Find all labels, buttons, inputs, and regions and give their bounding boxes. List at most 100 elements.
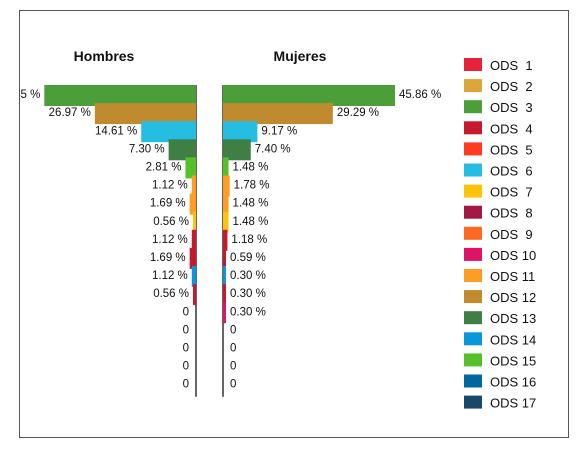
hombres-bar — [44, 85, 196, 106]
mujeres-value-label: 0 — [230, 361, 236, 373]
hombres-header: Hombres — [74, 48, 135, 64]
hombres-value-label: 1.69 % — [150, 198, 186, 210]
hombres-value-label: 0.56 % — [153, 288, 189, 300]
legend-swatch — [464, 142, 482, 156]
legend-label: ODS 17 — [490, 396, 536, 411]
legend: ODS 1 ODS 2 ODS 3 ODS 4 ODS 5 ODS 6 ODS 7 ODS 8… — [464, 58, 536, 411]
mujeres-value-label: 0.59 % — [230, 252, 266, 264]
legend-label: ODS 3 — [490, 100, 533, 115]
legend-label: ODS 1 — [490, 58, 533, 73]
hombres-bar — [193, 211, 196, 233]
hombres-value-label: 1.12 % — [152, 270, 188, 282]
mujeres-bar — [223, 266, 226, 287]
mujeres-value-label: 0.30 % — [230, 288, 266, 300]
mujeres-bar — [223, 103, 333, 125]
legend-swatch — [464, 395, 482, 409]
mujeres-value-label: 7.40 % — [255, 143, 291, 155]
legend-label: ODS 11 — [490, 269, 535, 284]
legend-label: ODS 16 — [490, 375, 536, 390]
legend-label: ODS 7 — [490, 185, 533, 200]
mujeres-bar — [223, 193, 229, 215]
hombres-value-label: 0 — [183, 379, 189, 391]
hombres-value-label: 0 — [183, 306, 189, 318]
hombres-bar — [168, 139, 196, 161]
mujeres-bar — [223, 302, 226, 324]
hombres-bar — [141, 121, 196, 143]
legend-swatch — [464, 247, 482, 261]
mujeres-bar — [223, 175, 230, 197]
legend-swatch — [464, 163, 482, 177]
mujeres-value-label: 1.78 % — [234, 180, 270, 192]
hombres-value-label: 14.61 % — [95, 125, 137, 137]
mujeres-bar — [223, 121, 258, 143]
hombres-value-label: 1.69 % — [150, 252, 186, 264]
mujeres-value-label: 45.86 % — [399, 89, 441, 101]
legend-swatch — [464, 290, 482, 304]
legend-swatch — [464, 311, 482, 325]
mujeres-bars: 45.86 % 29.29 % 9.17 % 7.40 % 1.48 % 1.78 % 1.… — [222, 85, 441, 397]
hombres-value-label: 40.45 % — [20, 89, 40, 101]
legend-swatch — [464, 79, 482, 93]
mujeres-bar — [223, 139, 251, 161]
legend-swatch — [464, 332, 482, 346]
hombres-value-label: 0 — [183, 342, 189, 354]
hombres-value-label: 1.12 % — [152, 234, 188, 246]
legend-swatch — [464, 205, 482, 219]
mujeres-value-label: 1.18 % — [231, 234, 267, 246]
legend-swatch — [464, 58, 482, 71]
legend-label: ODS 9 — [490, 227, 533, 242]
legend-swatch — [464, 353, 482, 367]
hombres-value-label: 0 — [183, 361, 189, 373]
legend-swatch — [464, 184, 482, 198]
hombres-bar — [94, 103, 196, 125]
mujeres-bar — [223, 157, 229, 179]
hombres-bar — [189, 193, 196, 215]
population-pyramid-chart: Hombres Mujeres 40.45 % 26.97 % 14.61 % 7.3… — [20, 48, 536, 411]
legend-swatch — [464, 269, 482, 282]
legend-label: ODS 8 — [490, 206, 533, 221]
mujeres-value-label: 0 — [230, 379, 236, 391]
hombres-value-label: 0 — [183, 324, 189, 336]
legend-label: ODS 4 — [490, 121, 533, 136]
mujeres-bar — [223, 247, 226, 269]
legend-label: ODS 15 — [490, 353, 536, 368]
hombres-value-label: 2.81 % — [146, 161, 182, 173]
legend-swatch — [464, 100, 482, 114]
mujeres-value-label: 1.48 % — [233, 216, 269, 228]
mujeres-value-label: 0.30 % — [230, 270, 266, 282]
hombres-value-label: 1.12 % — [152, 180, 188, 192]
mujeres-header: Mujeres — [274, 48, 327, 64]
mujeres-bar — [223, 229, 228, 251]
legend-label: ODS 2 — [490, 79, 533, 94]
mujeres-bar — [223, 85, 395, 106]
mujeres-value-label: 29.29 % — [337, 107, 379, 119]
legend-swatch — [464, 374, 482, 388]
legend-label: ODS 12 — [490, 290, 536, 305]
legend-swatch — [464, 121, 482, 135]
hombres-bar — [191, 229, 196, 251]
legend-label: ODS 6 — [490, 164, 533, 179]
mujeres-value-label: 9.17 % — [261, 125, 297, 137]
hombres-value-label: 26.97 % — [49, 107, 91, 119]
legend-label: ODS 14 — [490, 332, 536, 347]
hombres-bars: 40.45 % 26.97 % 14.61 % 7.30 % 2.81 % 1.12 % 1… — [20, 85, 197, 397]
hombres-bar — [191, 175, 196, 197]
legend-label: ODS 13 — [490, 311, 536, 326]
legend-label: ODS 5 — [490, 142, 533, 157]
hombres-bar — [191, 266, 196, 287]
mujeres-value-label: 1.48 % — [233, 198, 269, 210]
legend-swatch — [464, 226, 482, 240]
mujeres-value-label: 1.48 % — [233, 161, 269, 173]
mujeres-bar — [223, 211, 229, 233]
hombres-value-label: 0.56 % — [153, 216, 189, 228]
mujeres-value-label: 0 — [230, 342, 236, 354]
hombres-value-label: 7.30 % — [129, 143, 165, 155]
hombres-bar — [189, 247, 196, 269]
legend-label: ODS 10 — [490, 248, 536, 263]
chart-frame: Hombres Mujeres 40.45 % 26.97 % 14.61 % 7.3… — [19, 10, 569, 438]
mujeres-value-label: 0 — [230, 324, 236, 336]
mujeres-bar — [223, 284, 226, 306]
mujeres-value-label: 0.30 % — [230, 306, 266, 318]
hombres-bar — [185, 157, 196, 179]
hombres-bar — [193, 284, 196, 306]
